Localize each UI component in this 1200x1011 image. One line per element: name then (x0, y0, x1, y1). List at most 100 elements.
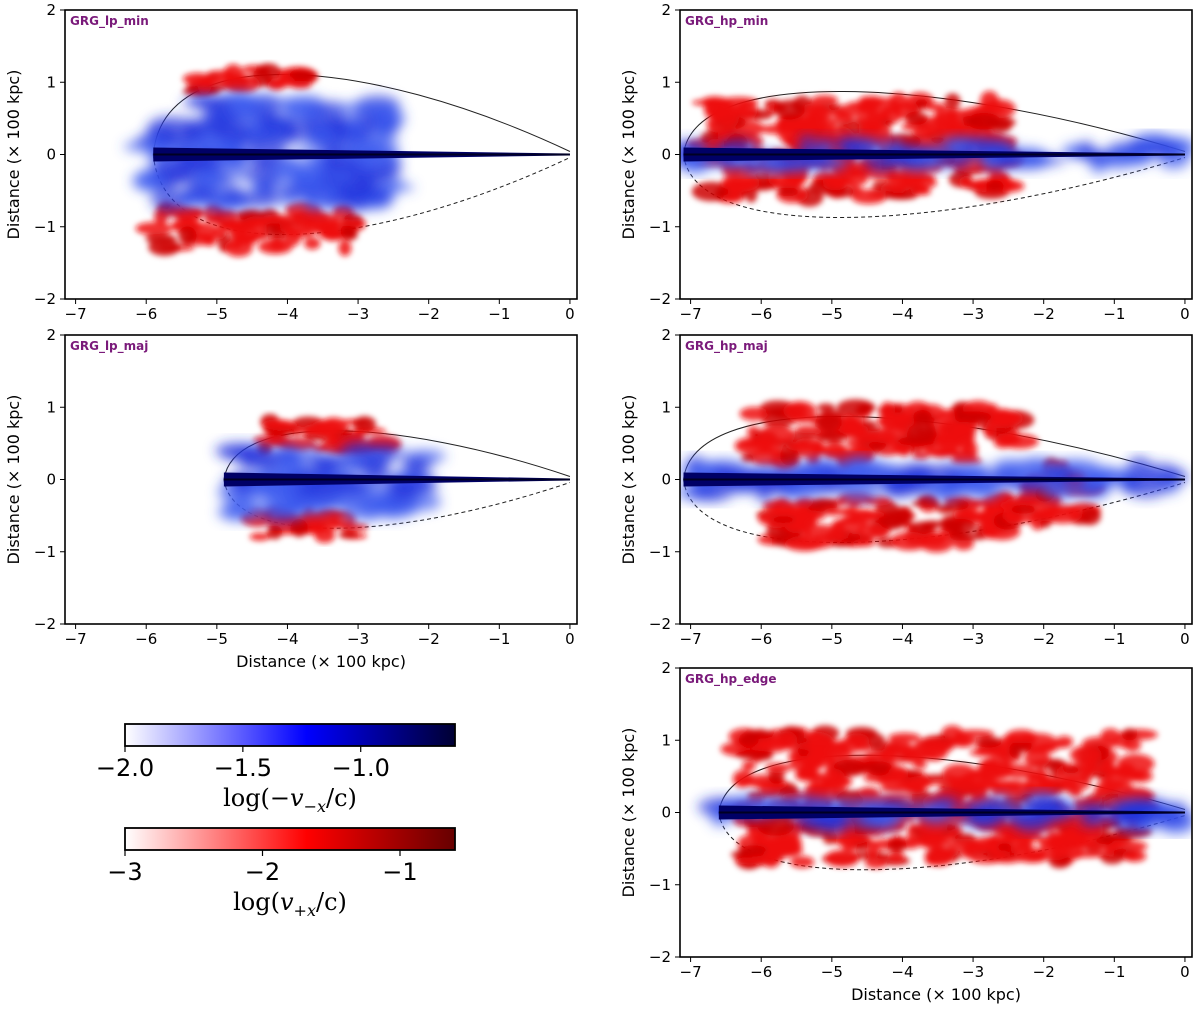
panel-GRG_hp_min: GRG_hp_min −7 −6 −5 −4 −3 −2 −1 0 −2 −1 0 1 2 Distance… (619, 1, 1193, 323)
y-tick-label: 1 (661, 731, 671, 749)
y-tick-label: 0 (46, 471, 56, 489)
y-tick-label: −1 (649, 218, 671, 236)
x-tick-label: −3 (962, 305, 984, 323)
x-tick-label: −6 (750, 305, 772, 323)
plot-area (65, 335, 577, 624)
y-tick-label: 1 (46, 73, 56, 91)
y-tick-label: 1 (46, 398, 56, 416)
colorbar-tick-label: −3 (107, 858, 142, 886)
y-tick-label: −2 (34, 615, 56, 633)
panel-label: GRG_hp_min (685, 14, 768, 29)
panel-label: GRG_hp_edge (685, 672, 777, 687)
x-tick-label: −1 (488, 305, 510, 323)
y-tick-label: 0 (661, 804, 671, 822)
y-axis-label: Distance (× 100 kpc) (619, 395, 638, 565)
colorbar-label: log(−v−x/c) (223, 784, 357, 816)
y-tick-label: 2 (46, 326, 56, 344)
x-tick-label: −6 (750, 963, 772, 981)
x-tick-label: 0 (565, 630, 575, 648)
x-tick-label: 0 (565, 305, 575, 323)
x-tick-label: −7 (680, 963, 702, 981)
x-tick-label: −5 (821, 963, 843, 981)
red-region-2 (756, 490, 1022, 553)
y-tick-label: 2 (661, 659, 671, 677)
y-tick-label: −1 (649, 876, 671, 894)
colorbar-label: log(v+x/c) (233, 888, 347, 920)
x-tick-label: −2 (1033, 630, 1055, 648)
y-tick-label: 1 (661, 398, 671, 416)
x-tick-label: −5 (821, 630, 843, 648)
y-tick-label: 1 (661, 73, 671, 91)
y-tick-label: −2 (649, 290, 671, 308)
colorbar-gradient (124, 827, 456, 851)
y-axis-label: Distance (× 100 kpc) (619, 728, 638, 898)
plot-area (680, 335, 1192, 624)
x-axis-label: Distance (× 100 kpc) (236, 652, 406, 671)
x-tick-label: −7 (680, 630, 702, 648)
blue-region (123, 91, 415, 213)
x-tick-label: −1 (488, 630, 510, 648)
x-tick-label: −4 (891, 630, 913, 648)
y-tick-label: 0 (661, 146, 671, 164)
y-tick-label: 0 (46, 146, 56, 164)
colorbar-red: −3 −2 −1 log(v+x/c) (107, 827, 456, 920)
colorbar-tick-label: −2.0 (96, 754, 154, 782)
x-tick-label: −3 (347, 630, 369, 648)
y-tick-label: −2 (649, 615, 671, 633)
y-axis-label: Distance (× 100 kpc) (4, 395, 23, 565)
red-region-1 (182, 63, 319, 97)
x-tick-label: −6 (135, 630, 157, 648)
panel-label: GRG_hp_maj (685, 339, 768, 354)
plot-area (680, 10, 1192, 299)
y-axis-label: Distance (× 100 kpc) (4, 70, 23, 240)
x-tick-label: −6 (135, 305, 157, 323)
y-tick-label: −2 (34, 290, 56, 308)
colorbar-tick-label: −1.5 (214, 754, 272, 782)
x-tick-label: −5 (821, 305, 843, 323)
plot-area (680, 668, 1192, 957)
y-tick-label: −1 (649, 543, 671, 561)
x-tick-label: −4 (891, 305, 913, 323)
y-tick-label: 2 (661, 1, 671, 19)
y-tick-label: −1 (34, 218, 56, 236)
colorbar-tick-label: −1.0 (332, 754, 390, 782)
panel-GRG_lp_maj: GRG_lp_maj −7 −6 −5 −4 −3 −2 −1 0 −2 −1 0 1 2 Distance… (4, 326, 578, 671)
y-tick-label: 2 (46, 1, 56, 19)
colorbar-tick-label: −1 (382, 858, 417, 886)
colorbar-tick-label: −2 (245, 858, 280, 886)
x-tick-label: −3 (962, 963, 984, 981)
panel-label: GRG_lp_maj (70, 339, 148, 354)
x-tick-label: 0 (1180, 305, 1190, 323)
y-tick-label: 2 (661, 326, 671, 344)
x-tick-label: 0 (1180, 630, 1190, 648)
x-tick-label: −1 (1103, 305, 1125, 323)
blue-region (680, 455, 1188, 504)
x-tick-label: −3 (347, 305, 369, 323)
red-region-2 (135, 201, 367, 257)
x-tick-label: −4 (276, 630, 298, 648)
y-tick-label: −1 (34, 543, 56, 561)
x-tick-label: −4 (276, 305, 298, 323)
y-tick-label: −2 (649, 948, 671, 966)
panel-GRG_hp_maj: GRG_hp_maj −7 −6 −5 −4 −3 −2 −1 0 −2 −1 0 1 2 Distance… (619, 326, 1193, 648)
panel-GRG_hp_edge: GRG_hp_edge −7 −6 −5 −4 −3 −2 −1 0 −2 −1 0 1 2 Distanc… (619, 659, 1193, 1004)
y-axis-label: Distance (× 100 kpc) (619, 70, 638, 240)
x-axis-label: Distance (× 100 kpc) (851, 985, 1021, 1004)
contour-solid (683, 91, 1186, 155)
red-region-1 (734, 399, 1039, 471)
x-tick-label: −2 (418, 305, 440, 323)
x-tick-label: −6 (750, 630, 772, 648)
x-tick-label: −1 (1103, 630, 1125, 648)
x-tick-label: −7 (680, 305, 702, 323)
panel-label: GRG_lp_min (70, 14, 149, 29)
colorbar-gradient (124, 723, 456, 747)
x-tick-label: −2 (1033, 963, 1055, 981)
x-tick-label: 0 (1180, 963, 1190, 981)
x-tick-label: −5 (206, 305, 228, 323)
x-tick-label: −5 (206, 630, 228, 648)
y-tick-label: 0 (661, 471, 671, 489)
x-tick-label: −1 (1103, 963, 1125, 981)
